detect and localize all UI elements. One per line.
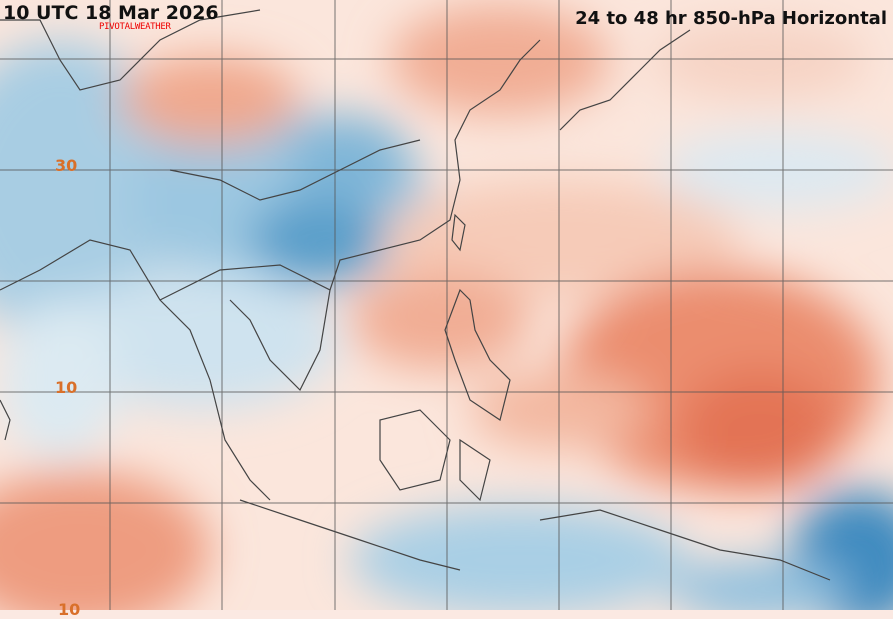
credit-watermark: PIVOTALWEATHER bbox=[99, 22, 171, 32]
anomaly-field bbox=[0, 5, 893, 610]
valid-time-label: 10 UTC 18 Mar 2026 bbox=[3, 2, 219, 24]
product-title: 24 to 48 hr 850-hPa Horizontal bbox=[575, 8, 887, 29]
latitude-label-30: 30 bbox=[55, 156, 78, 175]
coastlines bbox=[0, 9, 831, 581]
latitude-label-10: 10 bbox=[55, 378, 78, 397]
